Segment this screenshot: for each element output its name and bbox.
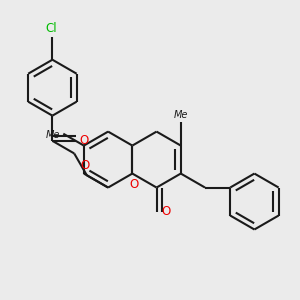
Text: Me: Me [174,110,188,120]
Text: Cl: Cl [45,22,57,35]
Text: O: O [161,205,170,218]
Text: O: O [80,134,89,147]
Text: Me: Me [46,130,60,140]
Text: O: O [81,159,90,172]
Text: O: O [129,178,138,191]
